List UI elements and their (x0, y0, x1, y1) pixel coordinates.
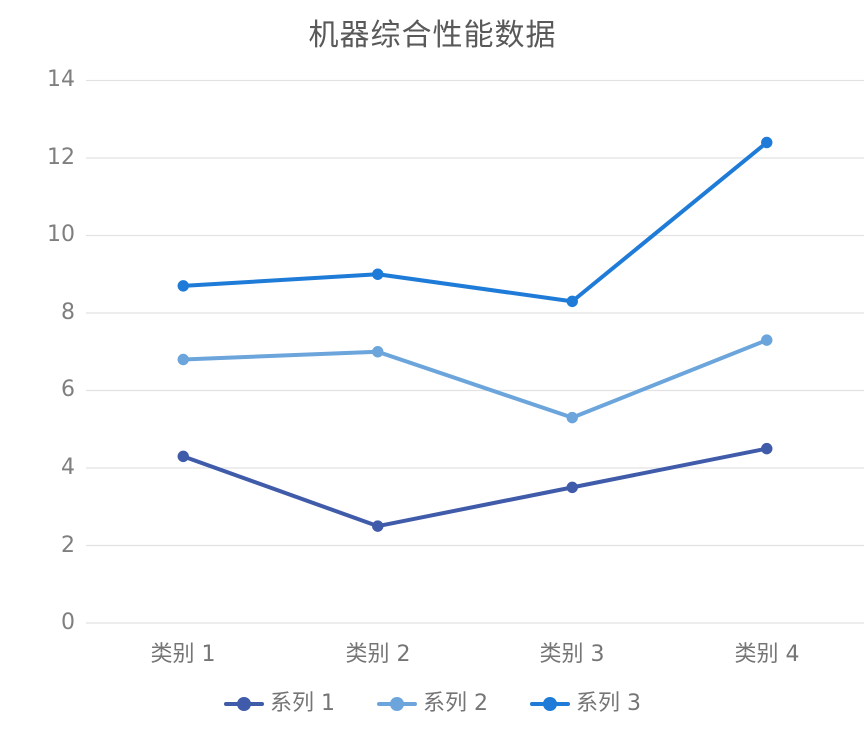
y-axis-tick-label: 10 (47, 222, 75, 247)
legend-item-series-1: 系列 1 (224, 692, 335, 716)
x-axis-category-label: 类别 3 (539, 642, 605, 667)
y-axis-tick-label: 2 (61, 533, 75, 558)
x-axis-category-label: 类别 1 (150, 642, 216, 667)
legend-label: 系列 1 (270, 691, 335, 716)
series-2-line-marker-icon (377, 697, 417, 711)
y-axis-tick-label: 6 (61, 377, 75, 402)
x-axis-category-label: 类别 4 (734, 642, 800, 667)
y-axis-tick-label: 8 (61, 300, 75, 325)
series-1-line-marker-icon (224, 697, 264, 711)
y-axis-tick-label: 4 (61, 455, 75, 480)
y-axis-tick-label: 0 (61, 610, 75, 635)
series-3-line-marker-icon (530, 697, 570, 711)
y-axis-tick-label: 14 (47, 67, 75, 92)
y-axis-tick-label: 12 (47, 145, 75, 170)
chart-title: 机器综合性能数据 (308, 18, 557, 53)
legend-label: 系列 3 (576, 691, 641, 716)
legend-item-series-3: 系列 3 (530, 692, 641, 716)
legend-item-series-2: 系列 2 (377, 692, 488, 716)
x-axis-category-label: 类别 2 (345, 642, 411, 667)
legend: 系列 1 系列 2 系列 3 (0, 692, 865, 716)
legend-label: 系列 2 (423, 691, 488, 716)
